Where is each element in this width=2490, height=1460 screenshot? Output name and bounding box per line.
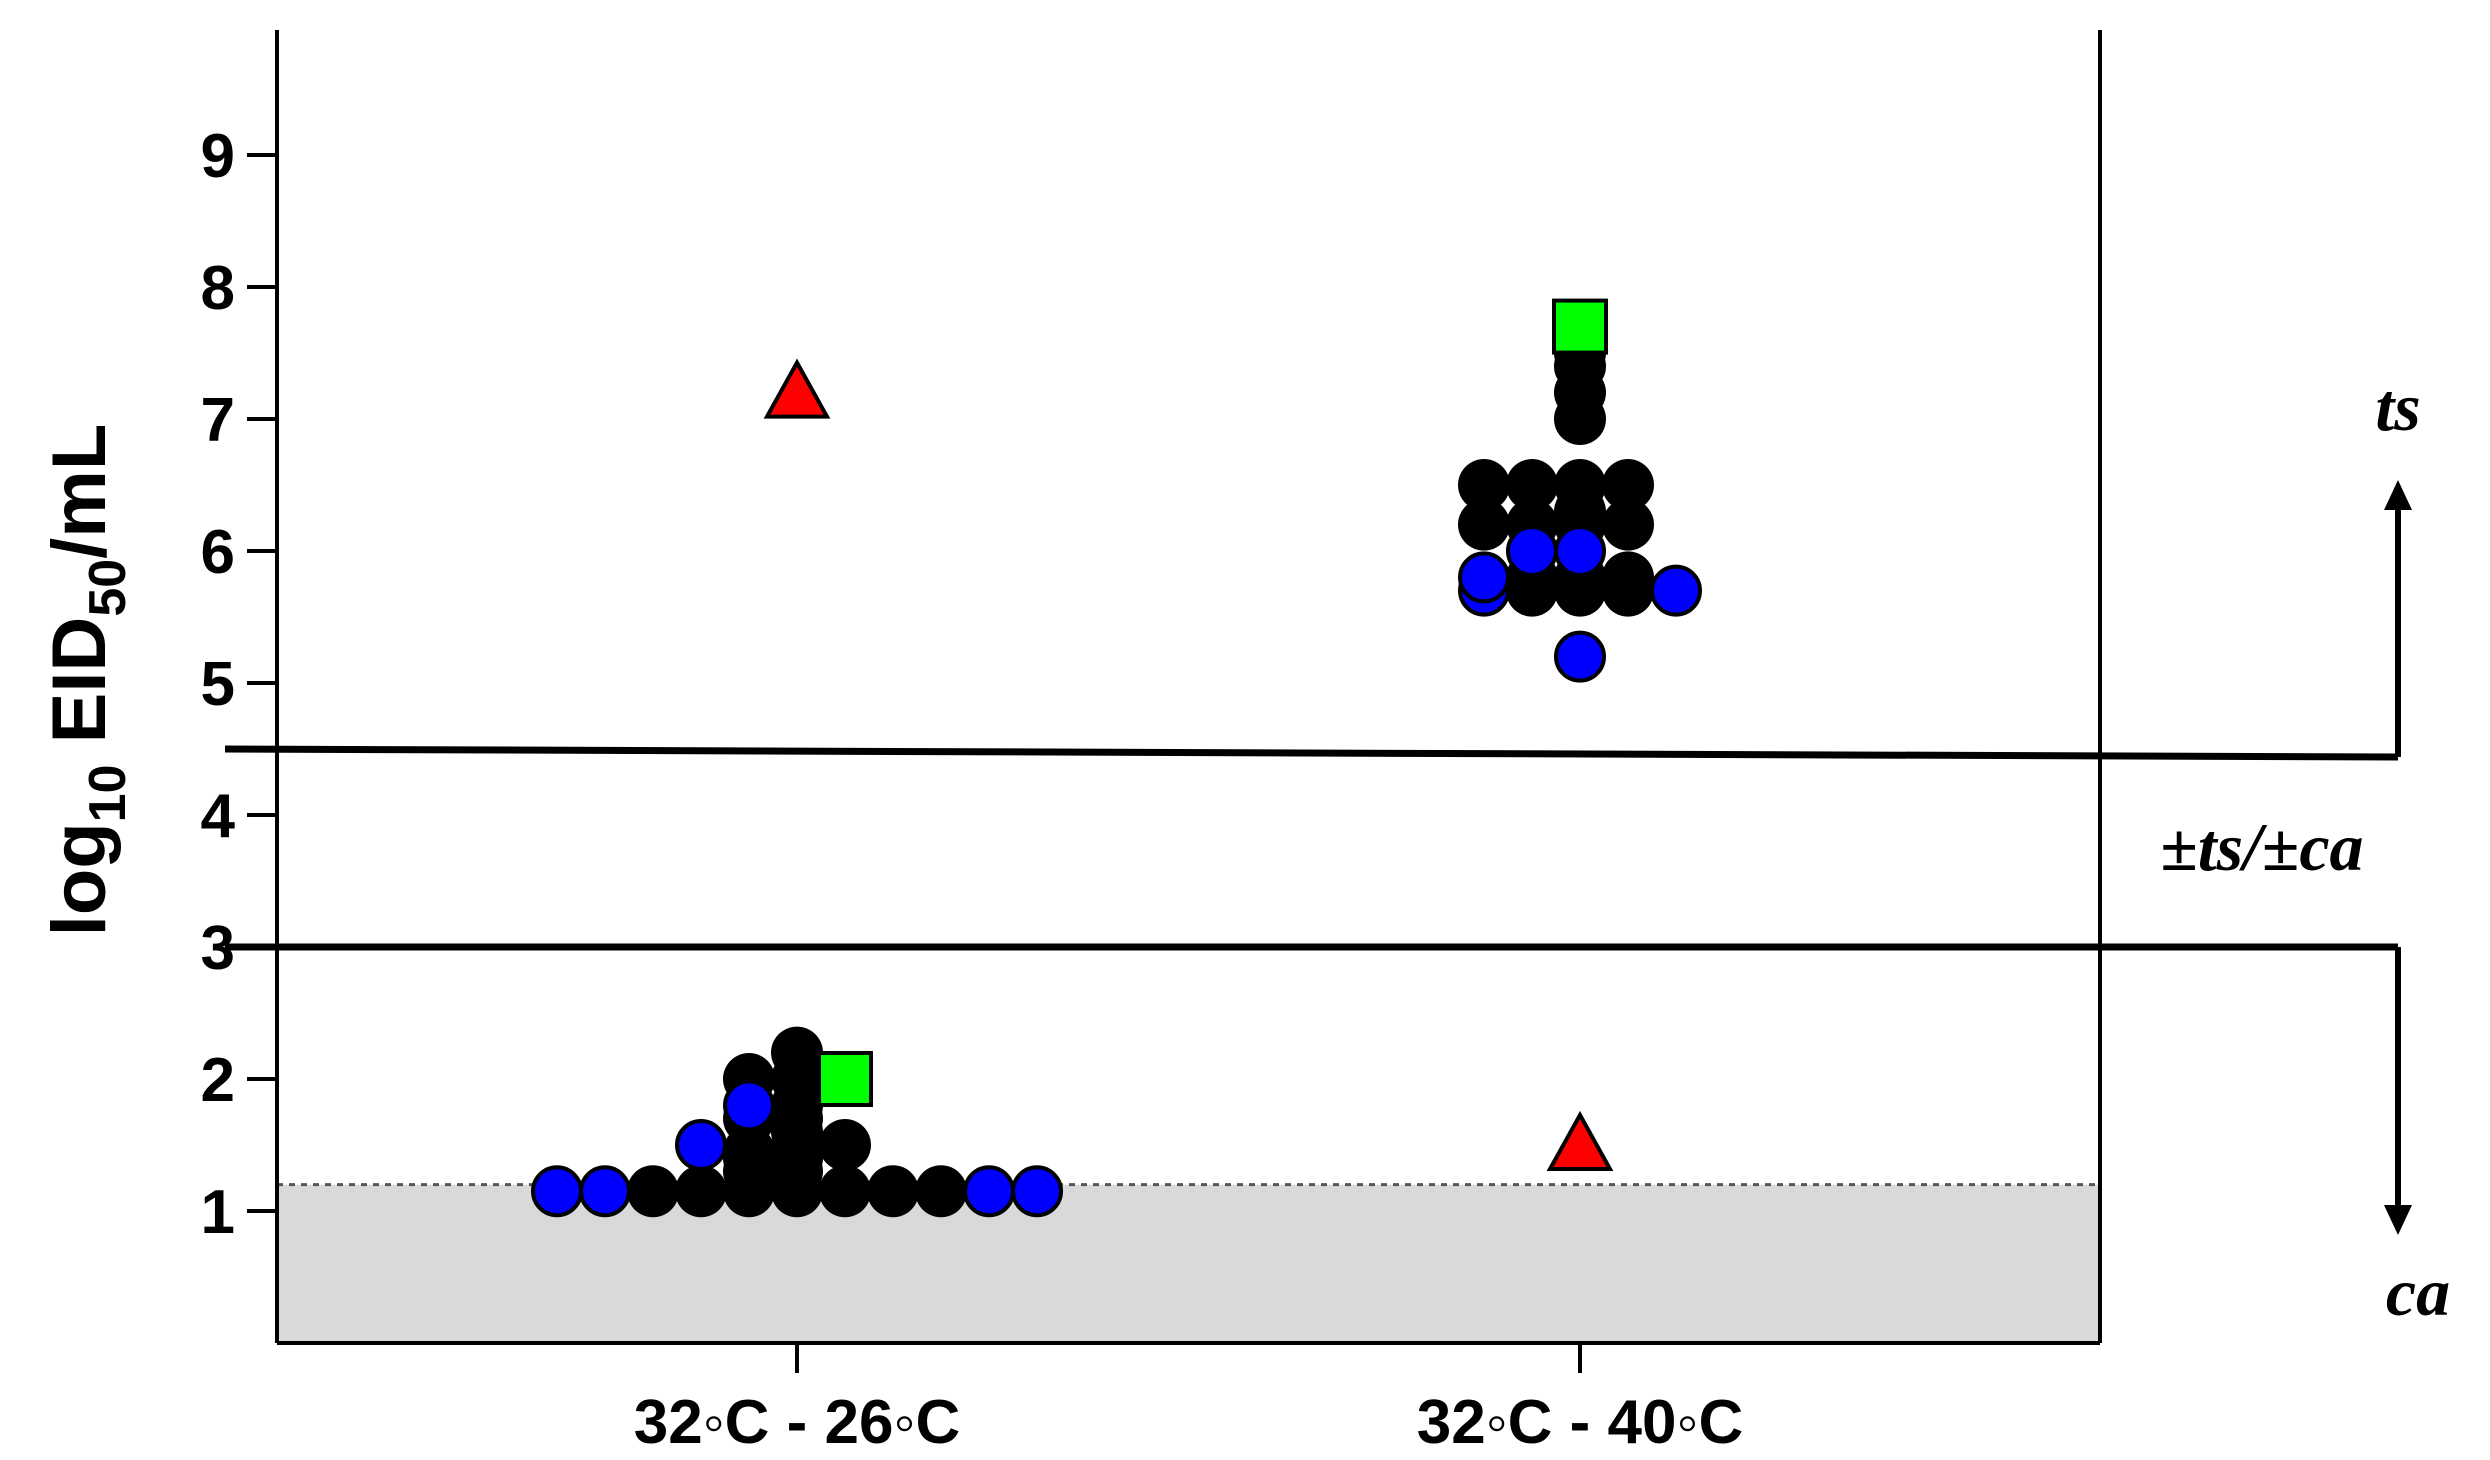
data-point-blue — [1650, 564, 1702, 617]
data-point-green-square — [817, 1051, 873, 1107]
data-point-blue — [579, 1165, 631, 1218]
ca-arrow-head — [2384, 1205, 2412, 1235]
data-point-blue — [1458, 551, 1510, 604]
shaded-region — [277, 1184, 2100, 1343]
data-point-black — [915, 1165, 967, 1218]
data-point-black — [1554, 393, 1606, 445]
ca-zone-label: ca — [2386, 1254, 2450, 1330]
data-point-blue — [1554, 630, 1606, 683]
data-point-blue — [1011, 1165, 1063, 1218]
data-point-red-triangle — [1546, 1110, 1614, 1171]
data-point-black — [1602, 551, 1654, 604]
data-point-black — [771, 1105, 823, 1158]
data-point-black — [1506, 459, 1558, 511]
data-point-blue — [531, 1165, 583, 1218]
data-point-red-triangle — [763, 358, 831, 419]
ts-zone-label: ts — [2375, 369, 2420, 445]
data-point-black — [1602, 498, 1654, 551]
plot-axes — [247, 30, 2102, 1373]
data-point-black — [1554, 564, 1606, 617]
mid-zone-label: ±ts/±ca — [2160, 809, 2363, 885]
y-tick-label: 6 — [201, 518, 235, 587]
data-point-black — [1458, 459, 1510, 511]
y-tick-label: 9 — [201, 122, 235, 191]
y-tick-label: 2 — [201, 1046, 235, 1115]
y-tick-label: 8 — [201, 254, 235, 323]
y-tick-label: 7 — [201, 386, 235, 455]
data-point-black — [1602, 459, 1654, 511]
data-point-black — [771, 1165, 823, 1218]
data-point-blue — [1506, 525, 1558, 577]
data-point-black — [819, 1165, 871, 1218]
y-tick-label: 4 — [201, 782, 236, 851]
threshold-lines — [224, 480, 2412, 1235]
y-tick-label: 1 — [201, 1178, 235, 1247]
data-point-green-square — [1552, 298, 1608, 355]
data-point-blue — [1554, 525, 1606, 577]
ts-threshold-line — [224, 745, 2399, 761]
data-point-black — [627, 1165, 679, 1218]
data-point-black — [1458, 498, 1510, 551]
y-tick-label: 3 — [201, 914, 235, 983]
data-point-blue — [963, 1165, 1015, 1218]
data-point-black — [867, 1165, 919, 1218]
data-point-blue — [675, 1119, 727, 1171]
ts-arrow-head — [2384, 480, 2412, 510]
data-point-black — [819, 1119, 871, 1171]
data-points — [531, 298, 1702, 1218]
y-tick-label: 5 — [201, 650, 235, 719]
y-axis-title: log10 EID50/mL — [37, 424, 137, 937]
x-category-label: 32◦C - 26◦C — [634, 1388, 961, 1457]
x-category-label: 32◦C - 40◦C — [1417, 1388, 1744, 1457]
chart-labels: 1 2 3 4 5 6 7 8 9 32◦C - 26◦C 32◦C - 40◦C ts ±ts/±ca… — [201, 122, 2451, 1457]
data-point-black — [675, 1165, 727, 1218]
data-point-blue — [723, 1079, 775, 1132]
